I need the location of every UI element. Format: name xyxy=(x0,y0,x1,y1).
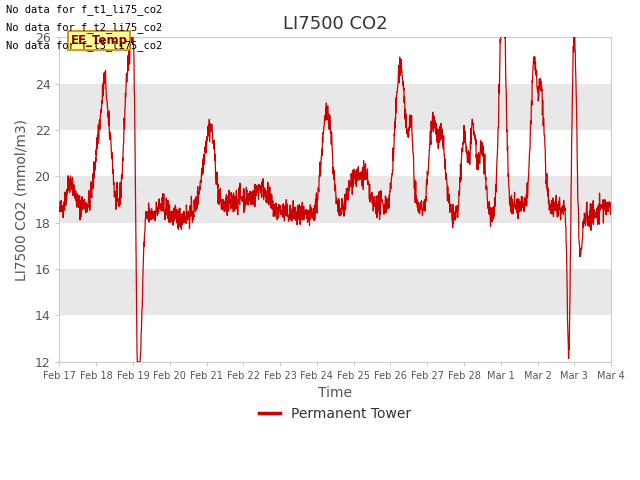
Bar xyxy=(60,315,611,362)
Bar xyxy=(60,37,611,84)
X-axis label: Time: Time xyxy=(318,386,352,400)
Y-axis label: LI7500 CO2 (mmol/m3): LI7500 CO2 (mmol/m3) xyxy=(15,119,29,281)
Text: No data for f_t1_li75_co2: No data for f_t1_li75_co2 xyxy=(6,4,163,15)
Text: No data for f_t3_li75_co2: No data for f_t3_li75_co2 xyxy=(6,40,163,51)
Bar xyxy=(60,223,611,269)
Text: EE_Temp: EE_Temp xyxy=(70,34,127,48)
Text: No data for f_t2_li75_co2: No data for f_t2_li75_co2 xyxy=(6,22,163,33)
Bar xyxy=(60,84,611,130)
Bar xyxy=(60,130,611,177)
Bar xyxy=(60,269,611,315)
Legend: Permanent Tower: Permanent Tower xyxy=(253,401,417,426)
Bar xyxy=(60,177,611,223)
Title: LI7500 CO2: LI7500 CO2 xyxy=(283,15,388,33)
